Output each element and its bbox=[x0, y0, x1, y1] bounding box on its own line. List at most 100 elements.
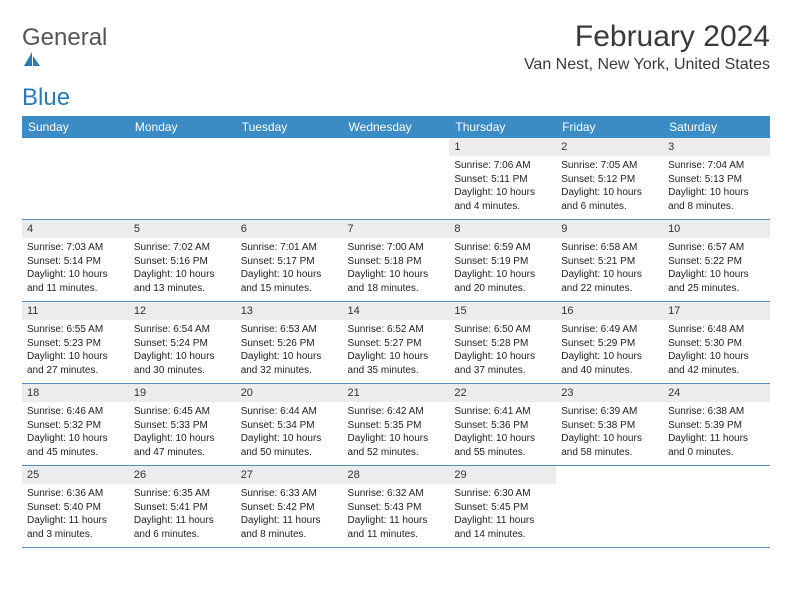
sunset-text: Sunset: 5:38 PM bbox=[561, 419, 658, 433]
day-number: 4 bbox=[22, 220, 129, 238]
sunrise-text: Sunrise: 7:01 AM bbox=[241, 241, 338, 255]
day-details: Sunrise: 7:02 AMSunset: 5:16 PMDaylight:… bbox=[129, 240, 236, 301]
day-number: 27 bbox=[236, 466, 343, 484]
daylight-text: Daylight: 11 hours and 8 minutes. bbox=[241, 514, 338, 541]
day-details: Sunrise: 7:03 AMSunset: 5:14 PMDaylight:… bbox=[22, 240, 129, 301]
daylight-text: Daylight: 10 hours and 52 minutes. bbox=[348, 432, 445, 459]
sunrise-text: Sunrise: 7:04 AM bbox=[668, 159, 765, 173]
sunrise-text: Sunrise: 6:36 AM bbox=[27, 487, 124, 501]
sunset-text: Sunset: 5:24 PM bbox=[134, 337, 231, 351]
calendar-day-cell: 2Sunrise: 7:05 AMSunset: 5:12 PMDaylight… bbox=[556, 138, 663, 220]
sunrise-text: Sunrise: 6:35 AM bbox=[134, 487, 231, 501]
daylight-text: Daylight: 10 hours and 27 minutes. bbox=[27, 350, 124, 377]
day-number: 2 bbox=[556, 138, 663, 156]
day-details: Sunrise: 7:06 AMSunset: 5:11 PMDaylight:… bbox=[449, 158, 556, 219]
sunset-text: Sunset: 5:35 PM bbox=[348, 419, 445, 433]
day-details: Sunrise: 6:58 AMSunset: 5:21 PMDaylight:… bbox=[556, 240, 663, 301]
sunrise-text: Sunrise: 6:45 AM bbox=[134, 405, 231, 419]
day-number: 26 bbox=[129, 466, 236, 484]
sunrise-text: Sunrise: 6:42 AM bbox=[348, 405, 445, 419]
daylight-text: Daylight: 11 hours and 0 minutes. bbox=[668, 432, 765, 459]
sunrise-text: Sunrise: 6:48 AM bbox=[668, 323, 765, 337]
sunrise-text: Sunrise: 6:39 AM bbox=[561, 405, 658, 419]
day-details: Sunrise: 6:49 AMSunset: 5:29 PMDaylight:… bbox=[556, 322, 663, 383]
calendar-body: 1 Sunrise: 7:06 AMSunset: 5:11 PMDaylight… bbox=[22, 138, 770, 548]
daylight-text: Daylight: 10 hours and 11 minutes. bbox=[27, 268, 124, 295]
sunset-text: Sunset: 5:16 PM bbox=[134, 255, 231, 269]
day-details: Sunrise: 6:54 AMSunset: 5:24 PMDaylight:… bbox=[129, 322, 236, 383]
day-number: 9 bbox=[556, 220, 663, 238]
calendar-day-cell: 12Sunrise: 6:54 AMSunset: 5:24 PMDayligh… bbox=[129, 302, 236, 384]
day-number: 23 bbox=[556, 384, 663, 402]
calendar-day-cell: 29 Sunrise: 6:30 AMSunset: 5:45 PMDayligh… bbox=[449, 466, 556, 548]
day-details: Sunrise: 6:59 AMSunset: 5:19 PMDaylight:… bbox=[449, 240, 556, 301]
calendar-table: SundayMondayTuesdayWednesdayThursdayFrid… bbox=[22, 116, 770, 548]
daylight-text: Daylight: 10 hours and 35 minutes. bbox=[348, 350, 445, 377]
day-header: Sunday bbox=[22, 116, 129, 138]
daylight-text: Daylight: 10 hours and 42 minutes. bbox=[668, 350, 765, 377]
sunset-text: Sunset: 5:41 PM bbox=[134, 501, 231, 515]
day-number: 17 bbox=[663, 302, 770, 320]
calendar-day-cell: 5Sunrise: 7:02 AMSunset: 5:16 PMDaylight… bbox=[129, 220, 236, 302]
calendar-day-cell bbox=[236, 138, 343, 220]
day-number: 25 bbox=[22, 466, 129, 484]
daylight-text: Daylight: 11 hours and 3 minutes. bbox=[27, 514, 124, 541]
daylight-text: Daylight: 10 hours and 8 minutes. bbox=[668, 186, 765, 213]
calendar-week-row: 18Sunrise: 6:46 AMSunset: 5:32 PMDayligh… bbox=[22, 384, 770, 466]
day-details: Sunrise: 6:48 AMSunset: 5:30 PMDaylight:… bbox=[663, 322, 770, 383]
calendar-day-cell: 19Sunrise: 6:45 AMSunset: 5:33 PMDayligh… bbox=[129, 384, 236, 466]
header: General Blue February 2024 Van Nest, New… bbox=[22, 20, 770, 110]
day-details: Sunrise: 6:41 AMSunset: 5:36 PMDaylight:… bbox=[449, 404, 556, 465]
calendar-day-cell: 8Sunrise: 6:59 AMSunset: 5:19 PMDaylight… bbox=[449, 220, 556, 302]
day-number: 13 bbox=[236, 302, 343, 320]
daylight-text: Daylight: 11 hours and 6 minutes. bbox=[134, 514, 231, 541]
day-details: Sunrise: 6:30 AMSunset: 5:45 PMDaylight:… bbox=[449, 486, 556, 547]
sunset-text: Sunset: 5:39 PM bbox=[668, 419, 765, 433]
day-details: Sunrise: 6:45 AMSunset: 5:33 PMDaylight:… bbox=[129, 404, 236, 465]
calendar-header-row: SundayMondayTuesdayWednesdayThursdayFrid… bbox=[22, 116, 770, 138]
sunrise-text: Sunrise: 7:03 AM bbox=[27, 241, 124, 255]
sunset-text: Sunset: 5:32 PM bbox=[27, 419, 124, 433]
sunset-text: Sunset: 5:13 PM bbox=[668, 173, 765, 187]
day-details: Sunrise: 6:36 AMSunset: 5:40 PMDaylight:… bbox=[22, 486, 129, 547]
day-details: Sunrise: 6:55 AMSunset: 5:23 PMDaylight:… bbox=[22, 322, 129, 383]
day-number: 3 bbox=[663, 138, 770, 156]
calendar-day-cell: 23 Sunrise: 6:39 AMSunset: 5:38 PMDayligh… bbox=[556, 384, 663, 466]
day-number: 1 bbox=[449, 138, 556, 156]
sunset-text: Sunset: 5:33 PM bbox=[134, 419, 231, 433]
daylight-text: Daylight: 10 hours and 40 minutes. bbox=[561, 350, 658, 377]
calendar-day-cell bbox=[22, 138, 129, 220]
sunset-text: Sunset: 5:43 PM bbox=[348, 501, 445, 515]
sunrise-text: Sunrise: 6:58 AM bbox=[561, 241, 658, 255]
calendar-week-row: 4 Sunrise: 7:03 AMSunset: 5:14 PMDaylight… bbox=[22, 220, 770, 302]
sunrise-text: Sunrise: 6:44 AM bbox=[241, 405, 338, 419]
calendar-day-cell: 6Sunrise: 7:01 AMSunset: 5:17 PMDaylight… bbox=[236, 220, 343, 302]
day-number: 10 bbox=[663, 220, 770, 238]
calendar-day-cell: 22Sunrise: 6:41 AMSunset: 5:36 PMDayligh… bbox=[449, 384, 556, 466]
calendar-day-cell bbox=[556, 466, 663, 548]
day-header: Friday bbox=[556, 116, 663, 138]
calendar-day-cell bbox=[663, 466, 770, 548]
sunrise-text: Sunrise: 6:30 AM bbox=[454, 487, 551, 501]
sunrise-text: Sunrise: 6:59 AM bbox=[454, 241, 551, 255]
sunset-text: Sunset: 5:17 PM bbox=[241, 255, 338, 269]
day-number: 24 bbox=[663, 384, 770, 402]
day-header: Tuesday bbox=[236, 116, 343, 138]
day-number: 15 bbox=[449, 302, 556, 320]
day-number: 7 bbox=[343, 220, 450, 238]
day-details: Sunrise: 6:38 AMSunset: 5:39 PMDaylight:… bbox=[663, 404, 770, 465]
day-details: Sunrise: 6:33 AMSunset: 5:42 PMDaylight:… bbox=[236, 486, 343, 547]
calendar-day-cell: 18Sunrise: 6:46 AMSunset: 5:32 PMDayligh… bbox=[22, 384, 129, 466]
day-number: 29 bbox=[449, 466, 556, 484]
sunrise-text: Sunrise: 6:33 AM bbox=[241, 487, 338, 501]
day-number: 21 bbox=[343, 384, 450, 402]
sunrise-text: Sunrise: 6:52 AM bbox=[348, 323, 445, 337]
day-details: Sunrise: 6:42 AMSunset: 5:35 PMDaylight:… bbox=[343, 404, 450, 465]
calendar-day-cell: 25 Sunrise: 6:36 AMSunset: 5:40 PMDayligh… bbox=[22, 466, 129, 548]
logo-text-blue: Blue bbox=[22, 84, 70, 111]
title-block: February 2024 Van Nest, New York, United… bbox=[524, 20, 770, 74]
daylight-text: Daylight: 10 hours and 58 minutes. bbox=[561, 432, 658, 459]
calendar-day-cell bbox=[343, 138, 450, 220]
sunset-text: Sunset: 5:26 PM bbox=[241, 337, 338, 351]
sunrise-text: Sunrise: 7:05 AM bbox=[561, 159, 658, 173]
